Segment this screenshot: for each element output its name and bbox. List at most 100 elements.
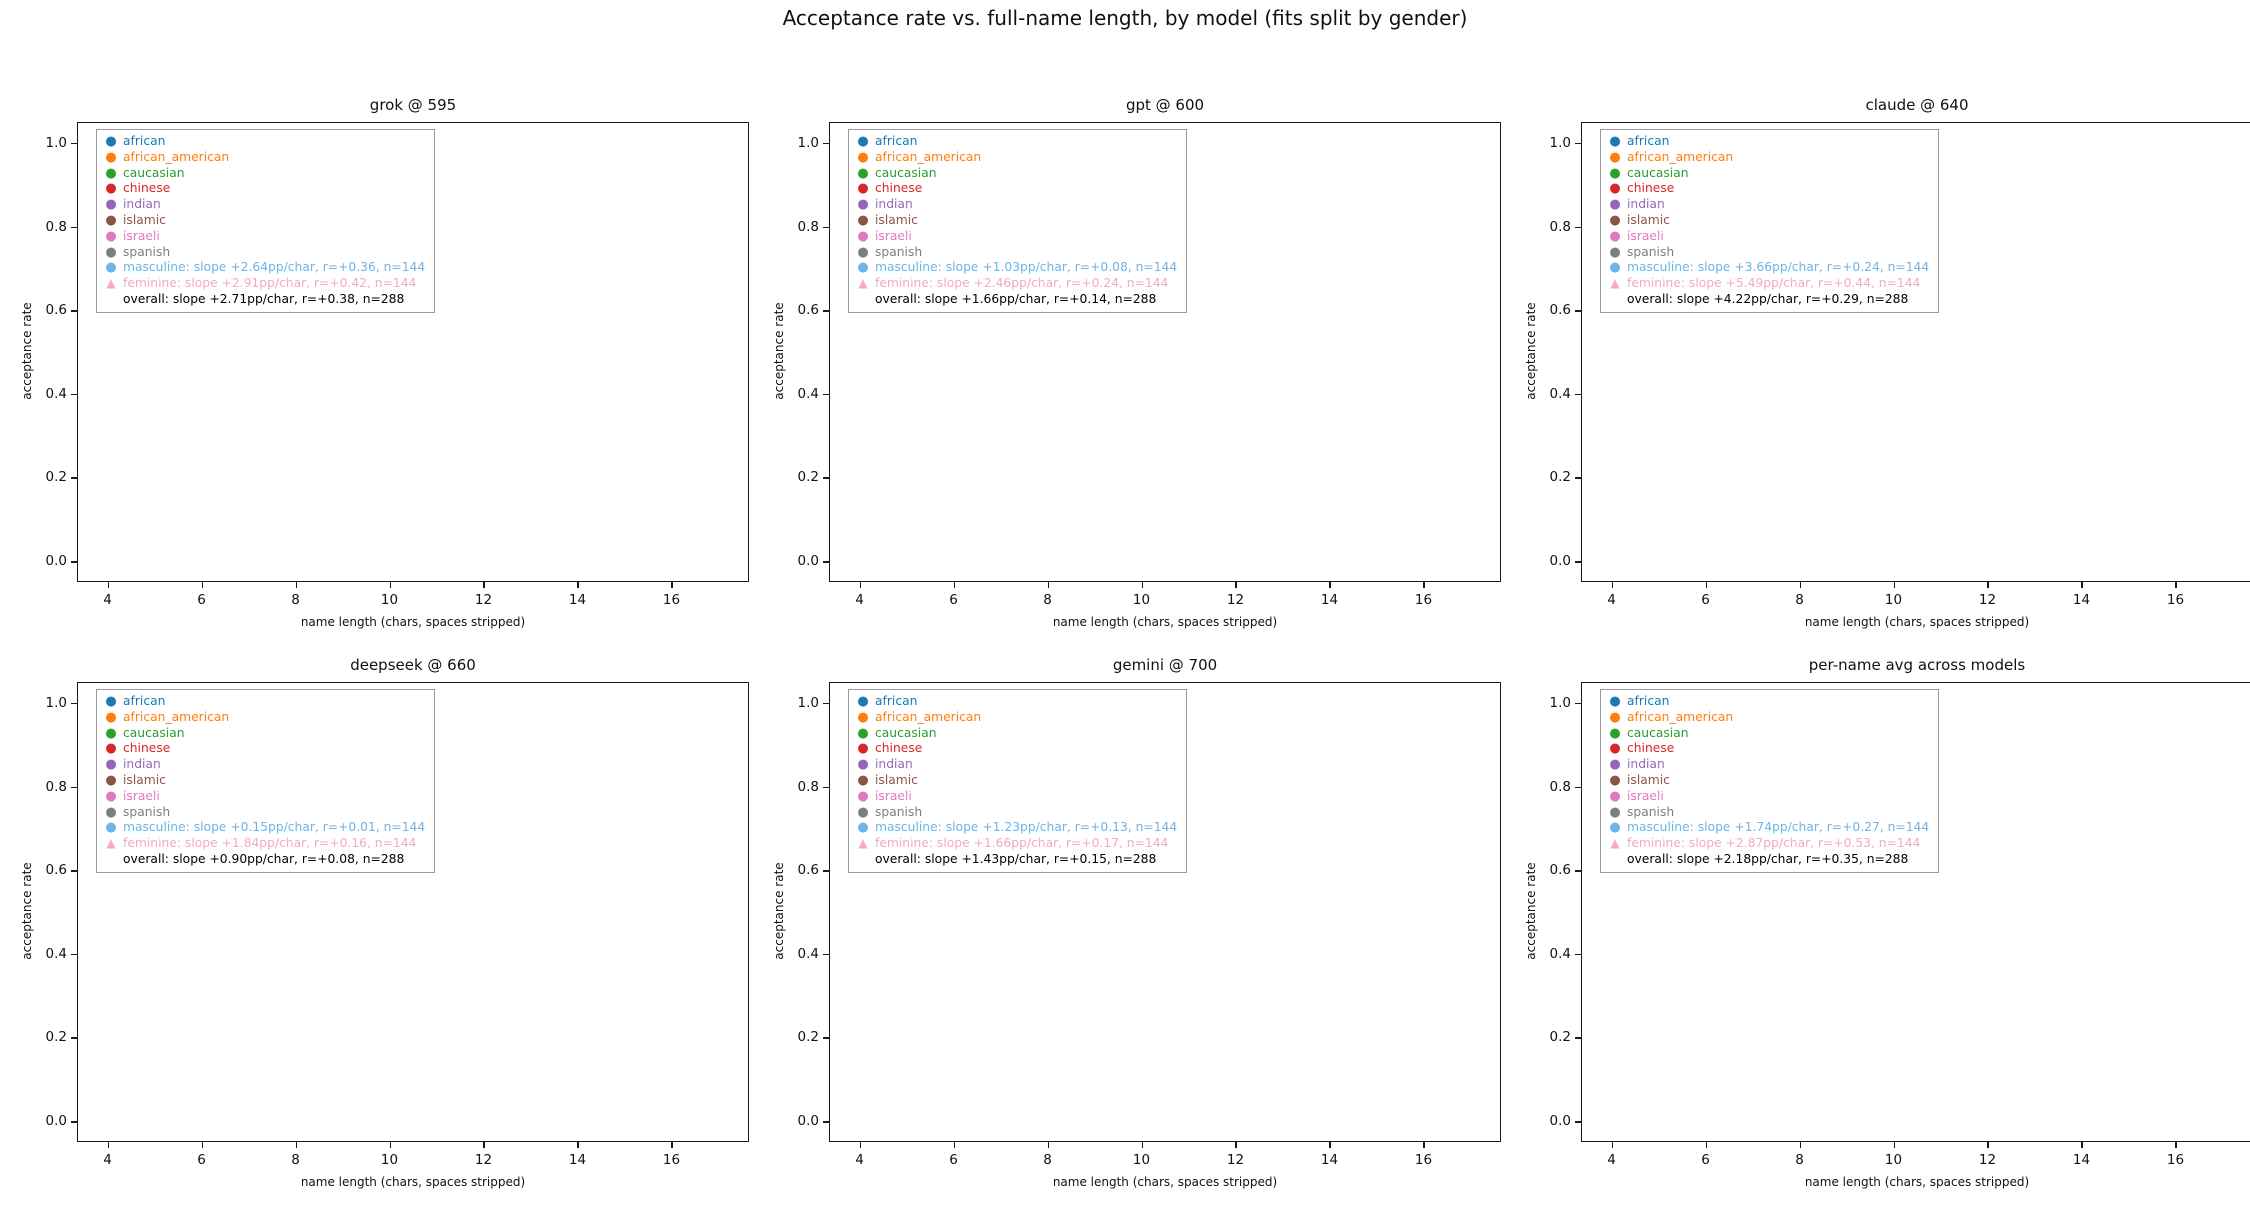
circle-marker-icon: ● <box>105 149 117 165</box>
legend-label: african <box>1627 694 1670 708</box>
legend-row: ● african <box>856 134 1177 150</box>
triangle-marker-icon: ▲ <box>1610 836 1620 851</box>
circle-marker-icon: ● <box>105 260 117 276</box>
legend-row: overall: slope +1.43pp/char, r=+0.15, n=… <box>856 852 1177 868</box>
legend-label: overall: slope +2.71pp/char, r=+0.38, n=… <box>123 291 405 306</box>
x-tick-label: 4 <box>855 1152 864 1168</box>
legend-label: spanish <box>875 804 923 819</box>
x-tick <box>577 1142 579 1148</box>
x-tick <box>295 1142 298 1148</box>
y-tick-label: 0.0 <box>797 553 819 570</box>
x-tick <box>2175 582 2177 588</box>
x-tick-label: 6 <box>197 1152 206 1168</box>
legend-row: ● spanish <box>104 805 425 821</box>
legend-label: feminine: slope +1.66pp/char, r=+0.17, n… <box>875 836 1169 851</box>
x-tick-label: 12 <box>1978 1152 1997 1168</box>
legend-label: indian <box>123 757 161 772</box>
x-tick <box>1141 1142 1143 1148</box>
legend-label: african_american <box>1627 709 1734 724</box>
y-tick <box>71 953 77 956</box>
x-tick-label: 14 <box>1320 592 1339 608</box>
legend-label: spanish <box>1627 244 1675 259</box>
circle-marker-icon: ● <box>105 820 117 836</box>
x-tick <box>1611 582 1614 588</box>
legend-row: ● islamic <box>856 213 1177 229</box>
x-tick <box>107 1142 110 1148</box>
y-tick-label: 0.8 <box>797 778 819 795</box>
y-tick <box>1575 561 1581 563</box>
y-tick-label: 1.0 <box>797 134 819 151</box>
y-tick-label: 0.8 <box>797 218 819 235</box>
y-tick <box>71 702 77 705</box>
x-tick-label: 14 <box>2072 1152 2091 1168</box>
legend: ● african ● african_american ● caucasian ● chin… <box>848 129 1188 313</box>
legend-row: ● indian <box>104 757 425 773</box>
legend-label: israeli <box>875 228 912 243</box>
x-tick-label: 12 <box>1978 592 1997 608</box>
circle-marker-icon: ● <box>105 197 117 213</box>
legend-label: african <box>123 134 166 148</box>
subplot-title: deepseek @ 660 <box>350 656 476 674</box>
subplot-title: grok @ 595 <box>369 96 457 114</box>
y-tick <box>1575 702 1581 705</box>
x-tick-label: 4 <box>103 592 112 608</box>
circle-marker-icon: ● <box>857 772 869 788</box>
legend-label: indian <box>1627 757 1665 772</box>
legend-row: ● chinese <box>1608 741 1929 757</box>
figure-title: Acceptance rate vs. full-name length, by… <box>782 6 1468 30</box>
legend-label: african_american <box>875 149 982 164</box>
x-tick <box>1141 582 1143 588</box>
legend-row: ● islamic <box>1608 213 1929 229</box>
legend-label: chinese <box>875 181 923 196</box>
legend-label: indian <box>123 197 161 212</box>
y-tick <box>823 561 829 563</box>
y-tick <box>1575 310 1581 312</box>
legend-row: ● caucasian <box>1608 726 1929 742</box>
legend-label: caucasian <box>123 165 185 180</box>
legend-label: indian <box>875 757 913 772</box>
legend-label: chinese <box>1627 181 1675 196</box>
x-tick <box>671 1142 673 1148</box>
circle-marker-icon: ● <box>857 149 869 165</box>
circle-marker-icon: ● <box>857 260 869 276</box>
circle-marker-icon: ● <box>105 181 117 197</box>
triangle-marker-icon: ▲ <box>1610 276 1620 291</box>
circle-marker-icon: ● <box>105 228 117 244</box>
legend-label: chinese <box>1627 741 1675 756</box>
legend-label: israeli <box>875 788 912 803</box>
circle-marker-icon: ● <box>857 757 869 773</box>
y-tick <box>71 1121 77 1123</box>
y-tick-label: 0.6 <box>1549 302 1571 319</box>
legend-label: spanish <box>123 244 171 259</box>
x-axis-label: name length (chars, spaces stripped) <box>1052 615 1278 629</box>
circle-marker-icon: ● <box>1609 804 1621 820</box>
legend-row: ● israeli <box>856 229 1177 245</box>
legend-row: ● african <box>856 694 1177 710</box>
circle-marker-icon: ● <box>1609 181 1621 197</box>
y-tick <box>1575 953 1581 956</box>
legend-label: caucasian <box>1627 165 1689 180</box>
legend-label: overall: slope +0.90pp/char, r=+0.08, n=… <box>123 851 405 866</box>
y-tick <box>1575 142 1581 145</box>
circle-marker-icon: ● <box>857 244 869 260</box>
y-tick <box>1575 393 1581 396</box>
circle-marker-icon: ● <box>1609 228 1621 244</box>
legend-row: ● caucasian <box>1608 166 1929 182</box>
circle-marker-icon: ● <box>857 709 869 725</box>
y-tick-label: 0.6 <box>797 302 819 319</box>
circle-marker-icon: ● <box>1609 165 1621 181</box>
x-tick-label: 10 <box>380 1152 399 1168</box>
y-tick <box>823 310 829 312</box>
y-tick-label: 0.4 <box>797 945 819 962</box>
x-tick <box>1329 582 1331 588</box>
legend-row: ● caucasian <box>856 166 1177 182</box>
y-tick <box>1575 226 1581 229</box>
x-tick-label: 6 <box>197 592 206 608</box>
x-tick <box>295 582 298 588</box>
legend: ● african ● african_american ● caucasian ● chin… <box>1600 129 1940 313</box>
circle-marker-icon: ● <box>857 804 869 820</box>
circle-marker-icon: ● <box>105 212 117 228</box>
legend-label: masculine: slope +1.74pp/char, r=+0.27, … <box>1627 820 1930 835</box>
x-tick-label: 12 <box>474 1152 493 1168</box>
